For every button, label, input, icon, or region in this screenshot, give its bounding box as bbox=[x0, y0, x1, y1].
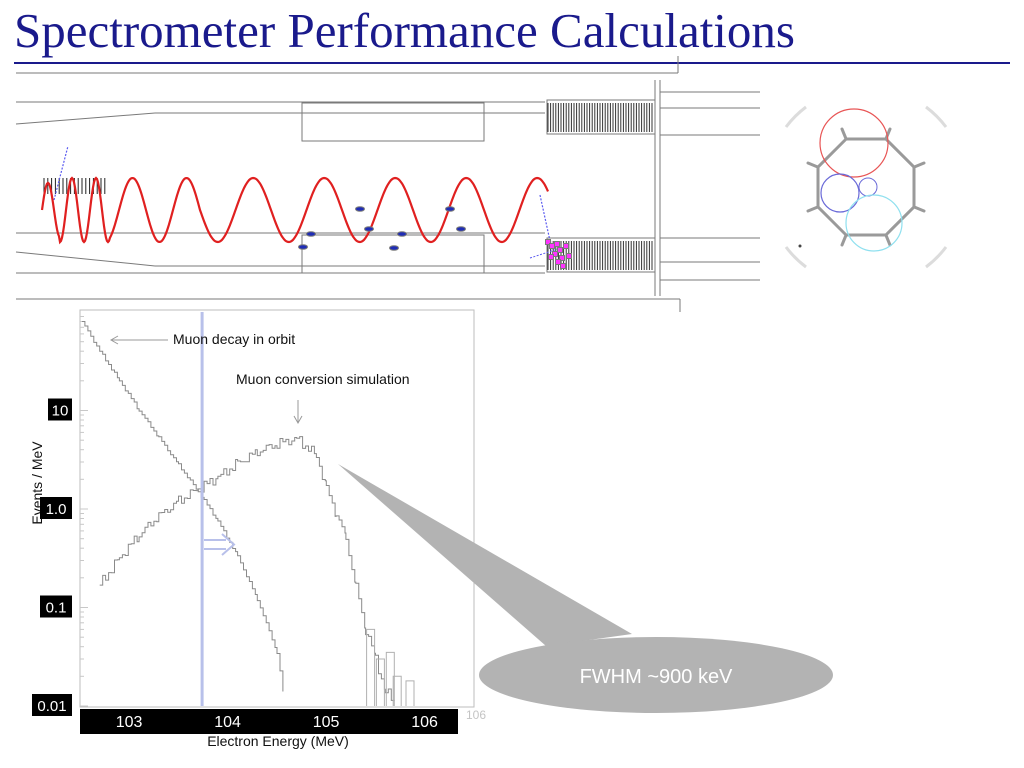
tracker-hits bbox=[298, 206, 466, 251]
energy-spectrum-chart: 10 106 Muon decay in orbit Muon conversi… bbox=[29, 309, 486, 749]
track-circle-cyan bbox=[845, 194, 903, 252]
callout-text: FWHM ~900 keV bbox=[580, 666, 733, 688]
y-tick-text: 1.0 bbox=[46, 501, 67, 518]
y-tick-label: 0.1 bbox=[40, 595, 72, 618]
calorimeter-hit bbox=[560, 263, 566, 269]
calorimeter-hit bbox=[559, 255, 565, 261]
tracker-hit bbox=[456, 226, 466, 232]
tracker-cross-section-diagram bbox=[784, 105, 948, 269]
tracker-planes bbox=[806, 127, 926, 247]
scale-bar-label bbox=[798, 244, 802, 248]
x-tick-label: 106 bbox=[411, 714, 438, 731]
series-conversion-tail-spikes bbox=[366, 628, 415, 706]
series-muon-conversion-simulation bbox=[99, 436, 395, 702]
tracker-plane-stub bbox=[840, 233, 848, 247]
calorimeter-hit bbox=[549, 243, 555, 249]
y-tick-label: 0.01 bbox=[32, 694, 72, 716]
tracker-plane-stub bbox=[912, 161, 926, 169]
series-muon-decay-in-orbit bbox=[82, 321, 284, 692]
tracker-plane-stub bbox=[884, 233, 892, 247]
callout-pointer bbox=[338, 464, 632, 646]
slide-title: Spectrometer Performance Calculations bbox=[14, 3, 795, 58]
tracker-hit bbox=[389, 245, 399, 251]
boundary-arc bbox=[784, 246, 807, 269]
annotation-muon-conversion-simulation: Muon conversion simulation bbox=[236, 371, 410, 387]
calorimeter-hit bbox=[554, 241, 560, 247]
y-tick-label-box bbox=[40, 497, 72, 519]
arrow-icon bbox=[109, 335, 168, 345]
cross-section-boundary bbox=[784, 105, 948, 269]
tracker-hit bbox=[397, 231, 407, 237]
calorimeter-crystals-upper bbox=[547, 103, 653, 132]
x-tick-label: 104 bbox=[214, 714, 241, 731]
fwhm-callout: FWHM ~900 keV bbox=[338, 464, 833, 713]
tracker-plane bbox=[816, 137, 848, 169]
tracker-plane-stub bbox=[884, 127, 892, 141]
tracker-hit bbox=[298, 244, 308, 250]
y-tick-text: 0.01 bbox=[37, 698, 66, 715]
geometry-frame-line bbox=[15, 251, 156, 267]
annotation-muon-decay-in-orbit: Muon decay in orbit bbox=[173, 331, 295, 347]
y-tick-labels: 0.01 0.1 1.0 10 bbox=[32, 398, 72, 716]
y-tick-label-box bbox=[32, 694, 72, 716]
x-tick-label-bar bbox=[80, 709, 458, 734]
tracker-plane-stub bbox=[840, 127, 848, 141]
boundary-arc bbox=[925, 246, 948, 269]
x-tick-label: 103 bbox=[116, 714, 143, 731]
tracker-plane bbox=[884, 205, 916, 237]
x-tick-labels: 103 104 105 106 bbox=[116, 714, 438, 731]
tracker-hit bbox=[306, 231, 316, 237]
y-tick-label: 10 bbox=[48, 398, 72, 421]
x-axis-label: Electron Energy (MeV) bbox=[207, 733, 349, 749]
y-tick-label-box bbox=[40, 595, 72, 618]
callout-bubble bbox=[479, 637, 833, 713]
x-tick-label-underlying: 106 bbox=[466, 708, 486, 722]
y-tick-label: 1.0 bbox=[40, 497, 72, 519]
y-tick-text: 0.1 bbox=[46, 600, 67, 617]
tracker-plane-stub bbox=[806, 161, 820, 169]
spectrometer-geometry-diagram bbox=[15, 56, 760, 312]
calorimeter-hit bbox=[563, 243, 569, 249]
arrow-icon bbox=[293, 400, 303, 425]
electron-helix-track bbox=[40, 176, 550, 245]
x-tick-label: 105 bbox=[313, 714, 340, 731]
title-underline bbox=[14, 62, 1010, 64]
axis-ticks bbox=[80, 316, 88, 707]
calorimeter-hit bbox=[566, 253, 572, 259]
tracker-hit bbox=[445, 206, 455, 212]
calorimeter-hit bbox=[557, 247, 563, 253]
boundary-arc bbox=[784, 105, 807, 128]
double-right-arrow-icon bbox=[204, 533, 236, 556]
calorimeter-hit bbox=[555, 259, 561, 265]
tracker-box-upper bbox=[301, 102, 485, 142]
track-start-line bbox=[53, 145, 69, 201]
tracker-plane bbox=[884, 137, 916, 169]
tracker-hit bbox=[364, 226, 374, 232]
track-circle-red bbox=[819, 108, 889, 178]
calorimeter-hit bbox=[548, 254, 554, 260]
boundary-arc bbox=[925, 105, 948, 128]
tracker-plane bbox=[816, 205, 848, 237]
calorimeter-hit bbox=[545, 239, 551, 245]
tracker-hit bbox=[355, 206, 365, 212]
geometry-frame-line bbox=[15, 112, 156, 125]
calorimeter-hits bbox=[545, 239, 572, 269]
y-tick-label-box bbox=[48, 398, 72, 421]
y-tick-text: 10 bbox=[52, 403, 69, 420]
tracker-plane-stub bbox=[806, 205, 820, 213]
tracker-plane-stub bbox=[912, 205, 926, 213]
track-circle-small bbox=[858, 177, 878, 197]
tracker-box-lower bbox=[301, 234, 485, 274]
track-circle-blue bbox=[820, 173, 860, 213]
